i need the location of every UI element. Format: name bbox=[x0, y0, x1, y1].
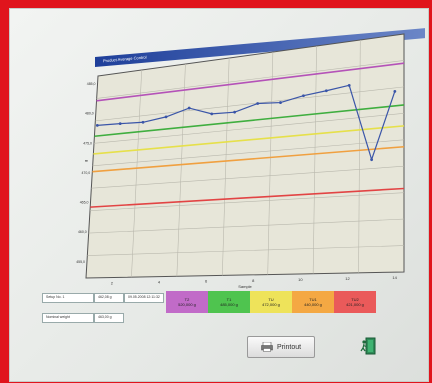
x-tick-label: 10 bbox=[298, 277, 303, 282]
grid-line-horizontal bbox=[95, 86, 405, 122]
grid-line-vertical bbox=[312, 45, 317, 274]
series-line bbox=[97, 84, 396, 162]
data-point bbox=[302, 94, 305, 98]
y-tick-label: 470,0 bbox=[81, 171, 90, 175]
x-tick-label: 8 bbox=[252, 278, 255, 283]
x-tick-label: 4 bbox=[158, 280, 161, 285]
data-point bbox=[210, 112, 214, 116]
data-point bbox=[279, 101, 282, 104]
data-point bbox=[324, 89, 328, 93]
grid-line-vertical bbox=[131, 69, 143, 278]
grid-line-horizontal bbox=[88, 218, 405, 234]
y-tick-label: 460,0 bbox=[78, 230, 87, 234]
y-tick-label: 475,0 bbox=[83, 141, 92, 145]
printout-label: Printout bbox=[276, 343, 302, 351]
setup-label: Setup No. 1 bbox=[46, 295, 65, 299]
data-point bbox=[233, 110, 237, 114]
legend-name: TU bbox=[268, 297, 274, 302]
plot-area bbox=[85, 33, 405, 279]
data-point bbox=[141, 120, 145, 124]
exit-button[interactable] bbox=[358, 336, 378, 356]
x-tick-label: 14 bbox=[392, 275, 397, 280]
nominal-label-box: Nominal weight bbox=[42, 313, 94, 323]
x-tick-label: 6 bbox=[205, 279, 208, 284]
legend-value: 520,000 g bbox=[178, 302, 196, 307]
setup-date: 09.05.2008 12:11:32 bbox=[128, 295, 160, 299]
data-point bbox=[187, 106, 191, 110]
x-tick-label: 12 bbox=[345, 276, 350, 281]
setup-label-box: Setup No. 1 bbox=[42, 293, 94, 303]
printout-button[interactable]: Printout bbox=[247, 336, 315, 358]
data-point bbox=[347, 83, 351, 87]
limit-line-tu1 bbox=[92, 145, 405, 173]
grid-line-horizontal bbox=[92, 139, 405, 167]
legend-name: T2 bbox=[184, 297, 190, 302]
legend-value: 440,000 g bbox=[304, 302, 322, 307]
legend-cell-tu: TU 472,000 g bbox=[250, 291, 292, 313]
printer-icon bbox=[261, 342, 273, 352]
y-tick-label: 455,0 bbox=[76, 260, 85, 264]
grid-line-horizontal bbox=[87, 245, 405, 256]
legend-cell-t2: T2 520,000 g bbox=[166, 291, 208, 313]
data-point bbox=[164, 115, 168, 119]
y-tick-label: 465,0 bbox=[80, 201, 89, 205]
nominal-value: 463,00 g bbox=[98, 315, 112, 319]
limit-line-tu2 bbox=[90, 187, 405, 208]
grid-line-vertical bbox=[221, 57, 230, 276]
legend-value: 485,000 g bbox=[220, 302, 238, 307]
limit-line-tu bbox=[93, 125, 405, 155]
setup-value-box: 462,08 g bbox=[94, 293, 124, 303]
setup-date-box: 09.05.2008 12:11:32 bbox=[124, 293, 164, 303]
x-tick-label: 2 bbox=[111, 281, 114, 286]
nominal-label: Nominal weight bbox=[46, 315, 70, 319]
limit-line-t2 bbox=[96, 62, 405, 102]
legend-name: T1 bbox=[226, 297, 232, 302]
grid-line-vertical bbox=[176, 63, 186, 277]
legend-cell-tu2: TU2 421,000 g bbox=[334, 291, 376, 313]
y-axis-title: g bbox=[83, 160, 88, 162]
y-tick-label: 485,0 bbox=[87, 82, 96, 86]
grid-line-horizontal bbox=[96, 60, 405, 99]
nominal-value-box: 463,00 g bbox=[94, 313, 124, 323]
legend-name: TU2 bbox=[351, 297, 359, 302]
legend-value: 421,000 g bbox=[346, 302, 364, 307]
data-point bbox=[370, 158, 374, 161]
x-axis-title: Sample bbox=[238, 284, 252, 289]
data-point bbox=[393, 89, 397, 93]
data-point bbox=[118, 122, 122, 126]
data-point bbox=[95, 123, 99, 127]
grid-line-vertical bbox=[358, 39, 361, 273]
grid-line-horizontal bbox=[93, 113, 405, 144]
data-point bbox=[256, 102, 260, 105]
exit-door-icon bbox=[360, 337, 376, 355]
legend-name: TU1 bbox=[309, 297, 317, 302]
legend-value: 472,000 g bbox=[262, 302, 280, 307]
limit-line-t1 bbox=[94, 104, 405, 138]
grid-line-vertical bbox=[267, 51, 274, 275]
legend-cell-tu1: TU1 440,000 g bbox=[292, 291, 334, 313]
grid-line-horizontal bbox=[89, 192, 405, 211]
setup-value: 462,08 g bbox=[98, 295, 112, 299]
legend-cell-t1: T1 485,000 g bbox=[208, 291, 250, 313]
grid-line-horizontal bbox=[91, 165, 405, 189]
y-tick-label: 480,0 bbox=[85, 112, 94, 116]
